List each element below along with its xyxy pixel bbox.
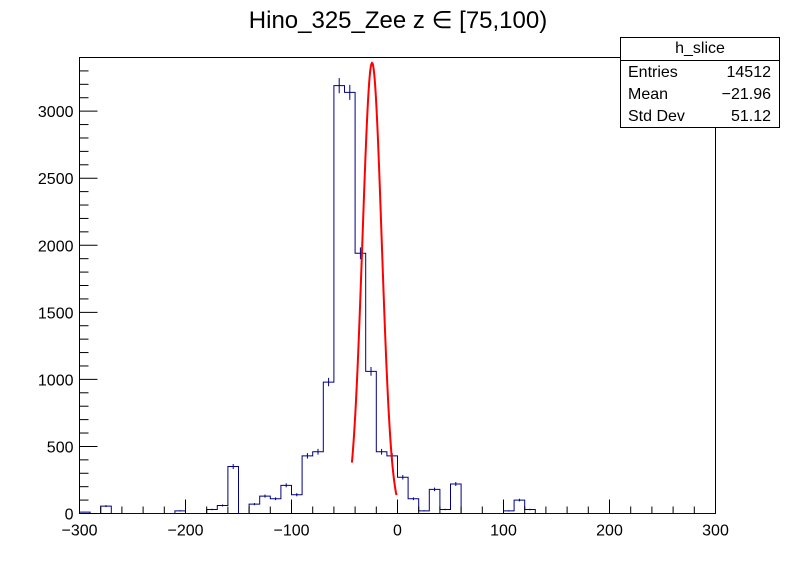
y-tick-label: 2500 — [38, 171, 74, 188]
stats-label-stddev: Std Dev — [628, 108, 685, 125]
y-tick-label: 0 — [65, 507, 74, 524]
x-tick-label: −300 — [61, 523, 97, 540]
stats-row-mean: Mean −21.96 — [621, 83, 779, 105]
y-tick-label: 3000 — [38, 104, 74, 121]
fit-curve — [350, 61, 398, 496]
stats-label-entries: Entries — [628, 64, 678, 81]
x-tick-label: 300 — [702, 523, 729, 540]
x-tick-label: 0 — [393, 523, 402, 540]
x-tick-label: 100 — [490, 523, 517, 540]
gaussian-fit-series — [350, 61, 398, 496]
x-tick-label: 200 — [596, 523, 623, 540]
stats-label-mean: Mean — [628, 86, 669, 103]
stats-row-entries: Entries 14512 — [621, 61, 779, 83]
y-tick-label: 2000 — [38, 238, 74, 255]
histogram-series — [79, 78, 716, 514]
stats-box-title: h_slice — [621, 38, 779, 61]
stats-box: h_slice Entries 14512 Mean −21.96 Std De… — [620, 37, 780, 128]
stats-value-mean: −21.96 — [721, 86, 771, 103]
chart-title: Hino_325_Zee z ∈ [75,100) — [248, 7, 548, 34]
x-tick-label: −100 — [273, 523, 309, 540]
y-tick-label: 1500 — [38, 305, 74, 322]
y-tick-label: 500 — [47, 439, 74, 456]
y-tick-label: 1000 — [38, 372, 74, 389]
y-axis: 0 500 1000 1500 2000 2500 3000 — [38, 57, 98, 524]
stats-value-stddev: 51.12 — [730, 108, 771, 125]
x-tick-label: −200 — [167, 523, 203, 540]
x-axis: −300 −200 −100 0 100 200 300 — [61, 499, 729, 540]
histogram-outline — [79, 85, 716, 514]
stats-row-stddev: Std Dev 51.12 — [621, 105, 779, 127]
stats-value-entries: 14512 — [726, 64, 772, 81]
